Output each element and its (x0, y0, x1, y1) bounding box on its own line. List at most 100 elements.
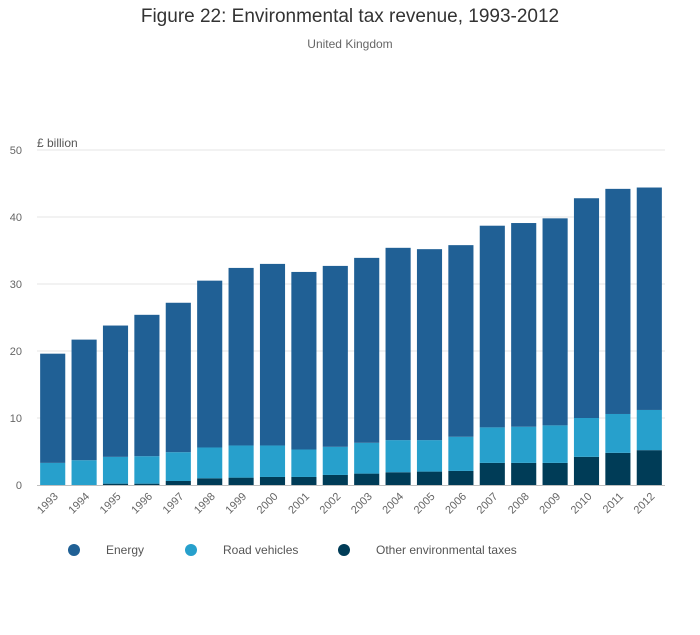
bar-road-vehicles-1999 (228, 445, 254, 478)
x-tick-label: 2010 (569, 491, 595, 517)
x-tick-label: 2005 (412, 491, 438, 517)
bar-energy-1994 (71, 339, 97, 461)
y-tick-label: 0 (16, 480, 22, 492)
bar-energy-1993 (40, 353, 66, 463)
bar-road-vehicles-2001 (291, 449, 317, 477)
bar-other-environmental-taxes-2000 (259, 476, 286, 485)
legend-swatch-energy (68, 544, 80, 556)
bar-other-environmental-taxes-2003 (354, 473, 380, 485)
y-tick-label: 30 (10, 279, 22, 291)
bar-road-vehicles-2009 (542, 425, 568, 463)
x-tick-label: 2006 (443, 491, 469, 517)
bar-other-environmental-taxes-2012 (636, 450, 662, 485)
y-axis-ticks: 0 10 20 30 40 50 (10, 145, 22, 492)
y-tick-label: 50 (10, 145, 22, 157)
bar-road-vehicles-2010 (573, 418, 600, 457)
bar-energy-2001 (291, 271, 317, 450)
bar-other-environmental-taxes-2008 (511, 462, 537, 485)
bar-other-environmental-taxes-1996 (134, 483, 160, 485)
legend-swatch-road-vehicles (185, 544, 197, 556)
bar-other-environmental-taxes-2004 (385, 472, 411, 485)
bar-energy-2004 (385, 247, 411, 441)
bar-energy-2005 (416, 249, 443, 441)
x-axis-ticks: 1993 1994 1995 1996 1997 1998 1999 2000 2001 2002… (35, 491, 657, 517)
x-tick-label: 1996 (129, 491, 155, 517)
bars (40, 187, 662, 485)
x-tick-label: 2009 (537, 491, 563, 517)
bar-road-vehicles-1996 (134, 456, 160, 484)
bar-other-environmental-taxes-2001 (291, 476, 317, 485)
legend-label-energy: Energy (106, 543, 145, 557)
y-tick-label: 20 (10, 346, 22, 358)
legend-label-road-vehicles: Road vehicles (223, 543, 299, 557)
bar-energy-2000 (259, 263, 286, 446)
x-tick-label: 1994 (66, 491, 92, 517)
bar-other-environmental-taxes-1995 (102, 483, 129, 485)
chart-title: Figure 22: Environmental tax revenue, 19… (140, 6, 560, 27)
x-tick-label: 1998 (192, 491, 218, 517)
bar-road-vehicles-2000 (259, 445, 286, 477)
bar-energy-1998 (197, 280, 223, 448)
bar-other-environmental-taxes-2002 (322, 474, 348, 485)
x-tick-label: 1995 (98, 491, 124, 517)
bar-road-vehicles-2003 (354, 442, 380, 474)
bar-road-vehicles-2002 (322, 446, 348, 475)
x-tick-label: 2001 (286, 491, 312, 517)
legend-swatch-other-environmental-taxes (338, 544, 350, 556)
bar-road-vehicles-1993 (40, 462, 66, 485)
bar-other-environmental-taxes-2007 (479, 462, 505, 485)
legend-item-road-vehicles: Road vehicles (185, 539, 298, 561)
bar-energy-2002 (322, 265, 348, 447)
bar-road-vehicles-2008 (511, 426, 537, 463)
bar-other-environmental-taxes-2010 (573, 456, 600, 485)
bar-other-environmental-taxes-2005 (416, 471, 443, 485)
bar-road-vehicles-1995 (102, 456, 129, 484)
bar-road-vehicles-2007 (479, 427, 505, 463)
bar-energy-1999 (228, 267, 254, 446)
chart-subtitle: United Kingdom (307, 37, 393, 51)
bar-energy-2007 (479, 225, 505, 428)
bar-energy-2006 (448, 245, 474, 437)
x-tick-label: 1999 (223, 491, 249, 517)
bar-energy-2012 (636, 187, 662, 410)
bar-energy-2010 (573, 198, 600, 418)
x-tick-label: 2011 (601, 491, 626, 516)
x-tick-label: 2003 (349, 491, 375, 517)
bar-other-environmental-taxes-1998 (197, 478, 223, 485)
bar-other-environmental-taxes-2009 (542, 462, 568, 485)
x-tick-label: 2008 (506, 491, 532, 517)
x-tick-label: 2000 (255, 491, 281, 517)
y-tick-label: 40 (10, 212, 22, 224)
bar-other-environmental-taxes-1999 (228, 477, 254, 485)
x-tick-label: 2004 (380, 491, 406, 517)
bar-road-vehicles-1998 (197, 447, 223, 479)
bar-other-environmental-taxes-1997 (165, 480, 191, 485)
bar-road-vehicles-1994 (71, 460, 97, 485)
bar-road-vehicles-2011 (605, 413, 631, 453)
legend: Energy Road vehicles Other environmental… (0, 539, 700, 561)
bar-other-environmental-taxes-2011 (605, 452, 631, 485)
bar-energy-2011 (605, 188, 631, 414)
legend-item-energy: Energy (68, 539, 144, 561)
legend-label-other-environmental-taxes: Other environmental taxes (376, 543, 517, 557)
x-tick-label: 1997 (161, 491, 187, 517)
bar-road-vehicles-2012 (636, 409, 662, 451)
bar-energy-1997 (165, 302, 191, 453)
bar-road-vehicles-1997 (165, 452, 191, 481)
bar-road-vehicles-2004 (385, 440, 411, 473)
x-tick-label: 2012 (632, 491, 658, 517)
x-tick-label: 2007 (475, 491, 501, 517)
bar-energy-2008 (511, 223, 537, 427)
bar-energy-1996 (134, 314, 160, 457)
bar-energy-1995 (102, 325, 129, 457)
bar-other-environmental-taxes-2006 (448, 470, 474, 485)
x-tick-label: 1993 (35, 491, 61, 517)
legend-item-other-environmental-taxes: Other environmental taxes (338, 539, 517, 561)
y-tick-label: 10 (10, 413, 22, 425)
bar-energy-2009 (542, 218, 568, 426)
bar-road-vehicles-2006 (448, 436, 474, 471)
y-axis-unit-label: £ billion (37, 136, 78, 150)
gridlines (37, 149, 665, 419)
x-tick-label: 2002 (318, 491, 344, 517)
